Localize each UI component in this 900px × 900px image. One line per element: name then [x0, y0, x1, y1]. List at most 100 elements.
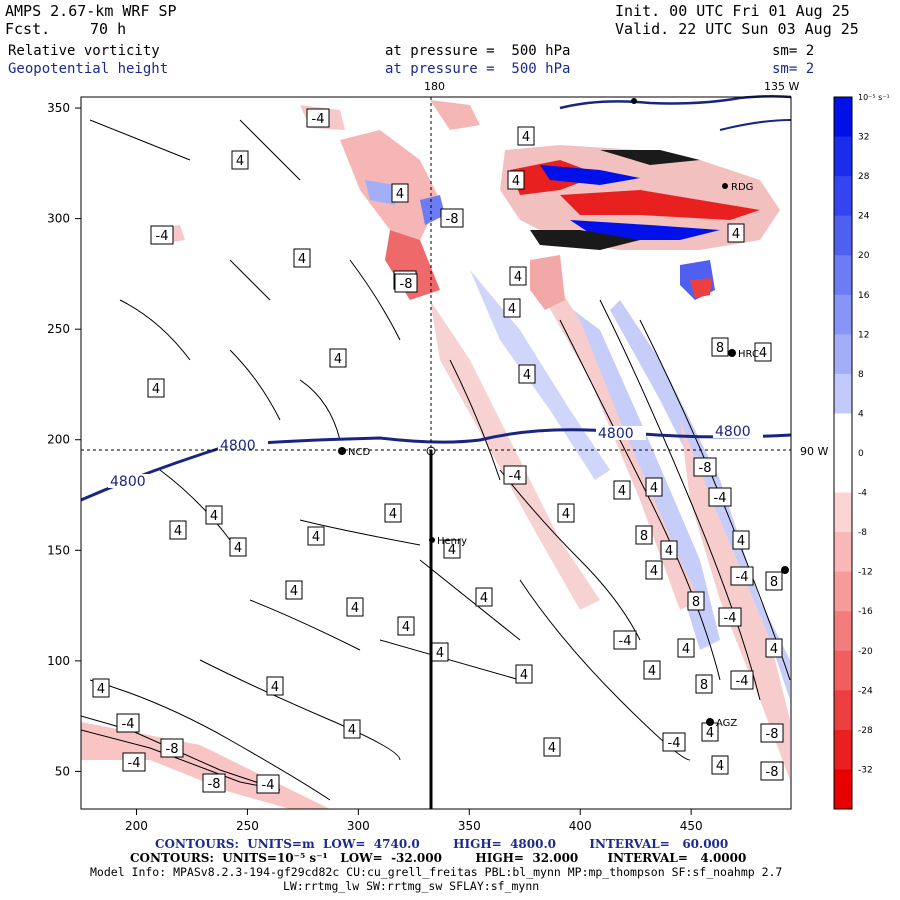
vorticity-label: 4 [716, 759, 724, 774]
colorbar-segment [834, 294, 852, 335]
station-label: NCD [348, 447, 370, 458]
colorbar-segment [834, 611, 852, 652]
vorticity-label-box [543, 737, 561, 757]
height-contour-label: 4800 [598, 426, 634, 442]
x-tick-label: 450 [680, 819, 703, 833]
vorticity-label-box [285, 580, 303, 600]
vorticity-label: 4 [234, 541, 242, 556]
geopotential-contour-north [719, 119, 792, 131]
vorticity-label: 4 [514, 270, 522, 285]
colorbar-label: 24 [858, 212, 870, 222]
vorticity-label-box [116, 713, 140, 733]
vorticity-red-patch [690, 278, 712, 298]
vorticity-label-group: -44-444-8-84444444-4-8-44444444484444-48… [92, 108, 784, 794]
vorticity-label: 8 [700, 678, 708, 693]
colorbar-label: -28 [858, 726, 873, 736]
colorbar-label: 4 [858, 409, 864, 419]
vorticity-label: 4 [618, 484, 626, 499]
vorticity-label-box [645, 560, 663, 580]
field2-smoothing: sm= 2 [772, 61, 815, 77]
vorticity-label-box [687, 591, 705, 611]
colorbar-label: -16 [858, 607, 873, 617]
vorticity-label: -4 [619, 634, 632, 649]
height-label-bg [596, 426, 646, 440]
vorticity-label: 4 [210, 509, 218, 524]
vorticity-label-box [343, 719, 361, 739]
vorticity-label: -8 [766, 727, 779, 742]
vorticity-label-box [440, 208, 464, 228]
station-marker [338, 447, 346, 455]
vorticity-label: -8 [166, 742, 179, 757]
longitude-label-180: 180 [424, 80, 445, 93]
vorticity-label-box [613, 480, 631, 500]
vorticity-label-box [306, 108, 330, 128]
vorticity-label: -4 [128, 756, 141, 771]
vorticity-label: 4 [737, 534, 745, 549]
footer-vorticity-contours: CONTOURS: UNITS=10⁻⁵ s⁻¹ LOW= -32.000 HI… [130, 851, 747, 865]
vorticity-label: 4 [548, 741, 556, 756]
vorticity-label: 4 [682, 642, 690, 657]
vorticity-label-box [518, 364, 536, 384]
x-tick-label: 400 [569, 819, 592, 833]
vorticity-label: 4 [522, 130, 530, 145]
vorticity-label: -8 [400, 277, 413, 292]
vorticity-pink-patch [530, 255, 565, 310]
vorticity-label: -4 [122, 717, 135, 732]
forecast-hour: 70 h [90, 20, 127, 38]
station-marker [722, 183, 728, 189]
vorticity-label-box [754, 342, 772, 362]
height-contour-label: 4800 [110, 474, 146, 490]
vorticity-label: 4 [480, 591, 488, 606]
vorticity-label-box [765, 571, 783, 591]
vorticity-label: 4 [512, 174, 520, 189]
vorticity-label-box [695, 674, 713, 694]
vorticity-label: 4 [271, 680, 279, 695]
colorbar-segment [834, 690, 852, 731]
vorticity-label-box [613, 630, 637, 650]
vorticity-label: 4 [759, 346, 767, 361]
vorticity-label: 4 [236, 154, 244, 169]
vorticity-label: 4 [389, 507, 397, 522]
vorticity-label: -4 [736, 570, 749, 585]
vorticity-label-box [509, 266, 527, 286]
vorticity-label-box [169, 520, 187, 540]
colorbar-segment [834, 413, 852, 454]
colorbar-label: -32 [858, 765, 873, 775]
colorbar-segment [834, 650, 852, 691]
height-contour-label: 4800 [715, 424, 751, 440]
colorbar-segment [834, 176, 852, 217]
valid-time: Valid. 22 UTC Sun 03 Aug 25 [615, 20, 859, 38]
vorticity-contour-lines [89, 119, 791, 801]
station-marker [631, 98, 637, 104]
colorbar-label: 8 [858, 370, 864, 380]
colorbar-segment [834, 453, 852, 494]
station-marker [781, 566, 789, 574]
vorticity-label-box [515, 664, 533, 684]
vorticity-label: -4 [668, 736, 681, 751]
x-tick-label: 300 [347, 819, 370, 833]
colorbar-label: -4 [858, 489, 867, 499]
vorticity-label-box [732, 530, 750, 550]
vorticity-label-box [662, 732, 686, 752]
vorticity-label-box [711, 755, 729, 775]
colorbar-segment [834, 97, 852, 138]
vorticity-label-box [160, 738, 184, 758]
vorticity-label-box [266, 676, 284, 696]
colorbar-label: -24 [858, 686, 873, 696]
colorbar-segment [834, 729, 852, 770]
vorticity-label: 4 [523, 368, 531, 383]
vorticity-label: 4 [290, 584, 298, 599]
colorbar-unit: 10⁻⁵ s⁻¹ [858, 93, 890, 102]
colorbar-label: 0 [858, 449, 864, 459]
colorbar-label: -20 [858, 647, 873, 657]
geopotential-contour-north [559, 94, 792, 110]
vorticity-blue-patch [540, 165, 640, 185]
vorticity-label: 8 [716, 341, 724, 356]
station-label: HRC [738, 349, 759, 360]
colorbar-frame [833, 96, 853, 810]
colorbar-label: 16 [858, 291, 870, 301]
vorticity-label: 4 [508, 302, 516, 317]
field1-level: at pressure = 500 hPa [385, 43, 571, 59]
colorbar-label: -12 [858, 568, 873, 578]
vorticity-label-box [557, 503, 575, 523]
